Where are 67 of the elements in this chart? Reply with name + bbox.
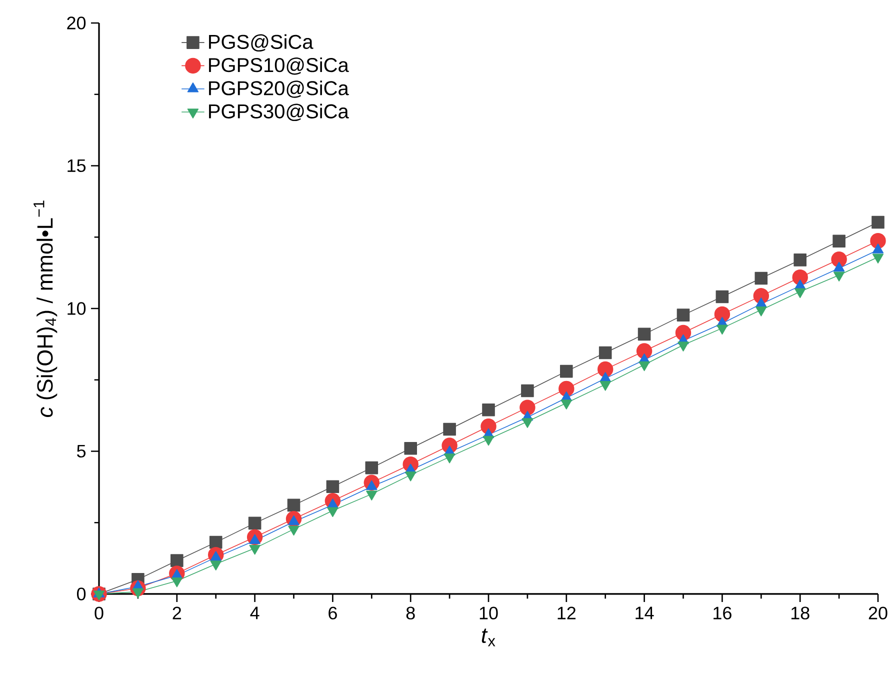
x-tick-label: 18 [791,606,810,620]
point [287,498,300,512]
point [636,343,652,359]
point [872,216,884,229]
legend-label: PGPS20@SiCa [209,80,349,98]
point [676,308,690,322]
point [560,400,572,410]
point [521,384,534,398]
point [248,516,262,530]
point [520,400,536,416]
point [170,554,184,567]
point [756,306,767,316]
point [597,361,614,378]
point [716,290,729,304]
point [522,418,534,428]
point [600,381,611,391]
point [754,272,768,285]
x-tick-label: 0 [94,606,104,620]
point [638,328,651,341]
point [482,436,494,446]
y-tick-label: 0 [76,588,86,600]
legend-label: PGPS30@SiCa [209,104,349,122]
y-axis-title: c (Si(OH)$_{4}$) / mmol•L$^{−1}$ [34,200,58,418]
x-tick-label: 10 [480,606,498,620]
point [405,472,416,482]
point [598,346,612,360]
point [638,361,650,372]
point [833,272,845,282]
point [249,544,260,555]
point [794,254,806,266]
point [716,324,728,335]
point [326,480,340,494]
point [288,526,300,536]
point [171,577,182,588]
point [210,560,222,570]
x-tick-label: 16 [714,606,732,620]
point [872,254,884,264]
point [872,244,884,254]
x-tick-label: 2 [172,606,182,620]
point [444,454,456,464]
point [209,536,222,549]
point [714,306,730,322]
point [366,490,378,500]
point [870,232,886,249]
point [558,380,574,397]
point [327,507,338,518]
y-tick-label: 20 [67,16,86,30]
x-tick-label: 6 [328,606,337,620]
y-tick-label: 10 [68,302,86,315]
point [678,342,689,352]
x-tick-label: 20 [868,606,888,620]
legend-label: PGS@SiCa [209,34,314,52]
point [404,442,418,455]
point [560,364,573,378]
y-tick-label: 5 [76,444,86,458]
y-tick-label: 15 [68,159,86,172]
x-axis-title: t$_{x}$ [482,628,496,646]
x-tick-label: 14 [636,606,654,620]
point [832,234,846,248]
x-tick-label: 8 [406,606,415,620]
legend-label: PGPS10@SiCa [209,57,349,75]
point [443,422,456,436]
point [365,461,378,474]
point [831,252,847,268]
point [482,403,495,416]
x-tick-label: 12 [558,606,576,620]
x-tick-label: 4 [250,606,260,620]
